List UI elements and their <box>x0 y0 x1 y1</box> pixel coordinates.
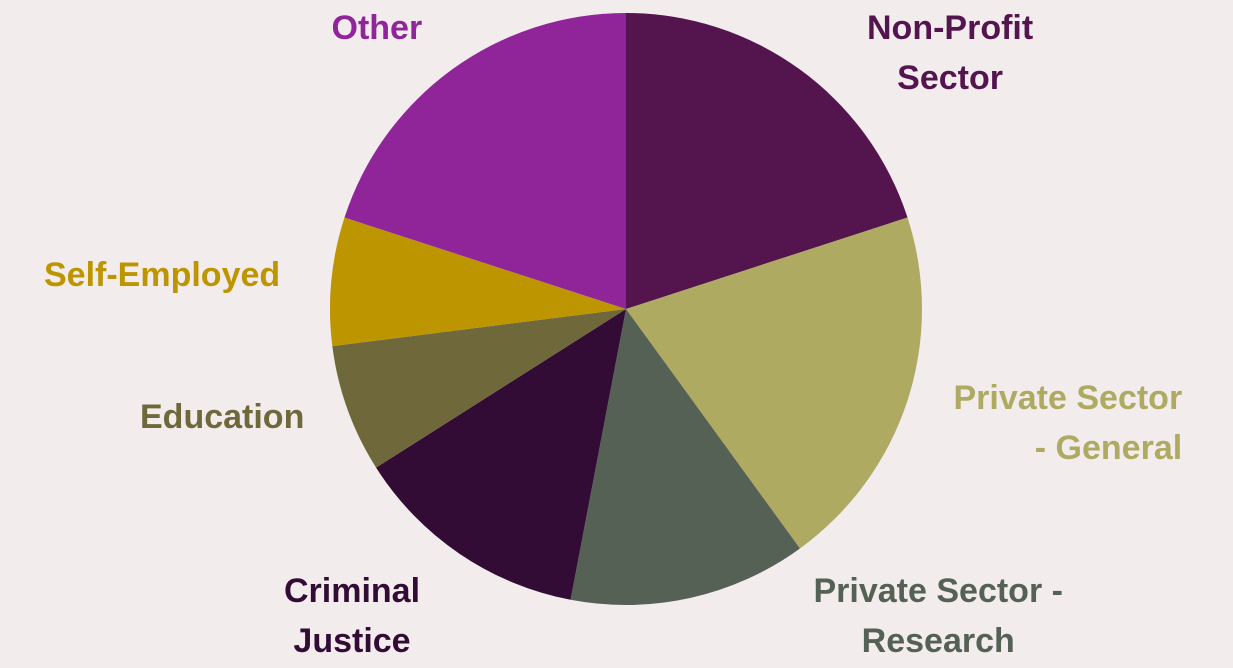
pie-slice-non-profit-sector <box>626 13 908 309</box>
pie-slice-education <box>332 309 626 468</box>
pie-slice-self-employed <box>329 217 626 347</box>
slice-label-line: Self-Employed <box>44 256 281 294</box>
slice-label: Education <box>140 392 304 442</box>
pie-slice-criminal-justice <box>376 309 626 600</box>
slice-label-line: Research <box>861 622 1015 660</box>
slice-label-line: Justice <box>293 622 411 660</box>
slice-label: Private Sector - Research <box>814 566 1063 666</box>
slice-label-line: Other <box>331 9 423 47</box>
slice-label: Criminal Justice <box>284 566 420 666</box>
slice-label-line: Sector <box>897 59 1003 97</box>
slice-label-line: Education <box>140 398 305 436</box>
slice-label-line: Private Sector <box>953 379 1183 417</box>
slice-label-line: Non-Profit <box>867 9 1034 47</box>
pie-slice-other <box>344 13 626 309</box>
slice-label: Private Sector - General <box>954 373 1183 473</box>
slice-label-line: Criminal <box>284 572 421 610</box>
slice-label-line: - General <box>1034 429 1183 467</box>
slice-label-line: Private Sector - <box>813 572 1063 610</box>
pie-slice-private-sector-general <box>626 217 922 549</box>
slice-label: Other <box>332 3 423 53</box>
slice-label: Non-Profit Sector <box>867 3 1033 103</box>
pie-slice-private-sector-research <box>570 309 800 606</box>
slice-label: Self-Employed <box>44 250 280 300</box>
